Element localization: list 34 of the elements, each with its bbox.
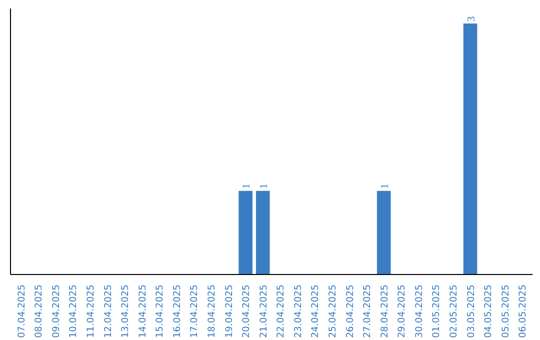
x-tick-label: 09.04.2025 — [50, 284, 62, 338]
x-tick-label: 06.05.2025 — [518, 284, 529, 338]
data-label: 1 — [380, 184, 391, 189]
x-tick-label: 16.04.2025 — [172, 284, 183, 338]
x-tick-label: 24.04.2025 — [310, 284, 322, 338]
x-tick-label: 04.05.2025 — [483, 284, 494, 338]
x-tick-label: 30.04.2025 — [414, 284, 425, 338]
x-tick-label: 01.05.2025 — [431, 284, 442, 338]
x-tick-label: 18.04.2025 — [206, 284, 218, 338]
x-tick-label: 21.04.2025 — [258, 284, 270, 338]
x-tick-label: 12.04.2025 — [102, 284, 114, 338]
x-tick-label: 11.04.2025 — [86, 284, 97, 338]
x-tick-label: 29.04.2025 — [396, 284, 408, 338]
data-label: 3 — [466, 16, 478, 22]
x-tick-label: 23.04.2025 — [292, 284, 304, 338]
x-tick-label: 14.04.2025 — [137, 284, 148, 338]
x-tick-label: 28.04.2025 — [379, 284, 390, 338]
x-tick-label: 20.04.2025 — [241, 284, 252, 338]
data-label: 1 — [242, 184, 253, 189]
x-tick-label: 26.04.2025 — [344, 284, 356, 338]
x-tick-label: 22.04.2025 — [276, 284, 287, 338]
x-tick-label: 02.05.2025 — [448, 284, 460, 338]
x-tick-label: 08.04.2025 — [34, 284, 45, 338]
x-tick-label: 05.05.2025 — [500, 284, 512, 338]
x-tick-label: 07.04.2025 — [16, 284, 28, 338]
x-tick-label: 13.04.2025 — [120, 284, 132, 338]
x-tick-label: 27.04.2025 — [362, 284, 374, 338]
x-tick-label: 25.04.2025 — [327, 284, 338, 338]
x-tick-label: 17.04.2025 — [189, 284, 200, 338]
x-tick-label: 19.04.2025 — [224, 284, 235, 338]
x-tick-label: 10.04.2025 — [68, 284, 80, 338]
x-tick-label: 03.05.2025 — [466, 284, 477, 338]
data-label: 1 — [258, 184, 270, 189]
x-tick-label: 15.04.2025 — [154, 284, 166, 338]
